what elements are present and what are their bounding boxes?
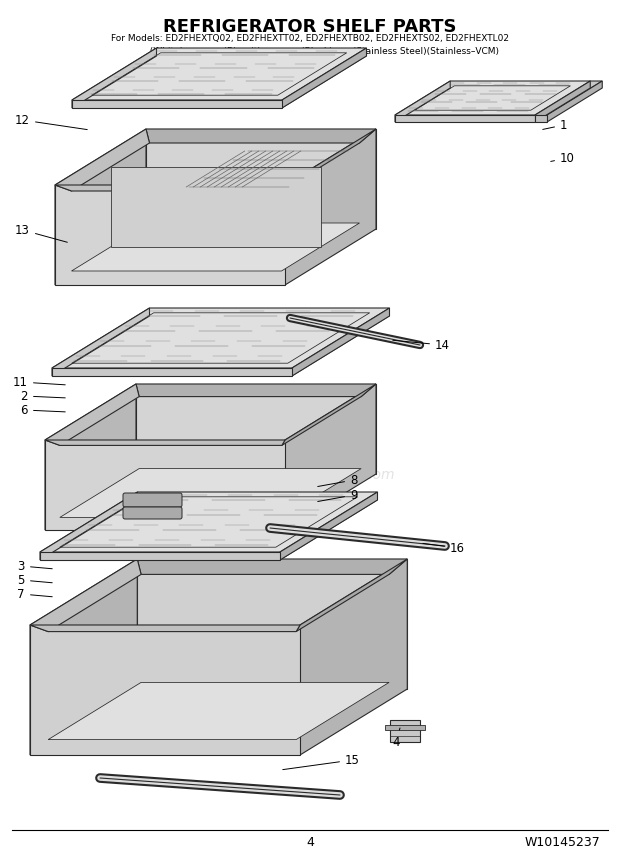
Polygon shape <box>282 384 376 445</box>
Polygon shape <box>292 308 389 376</box>
Polygon shape <box>45 440 285 445</box>
Polygon shape <box>45 384 136 530</box>
Text: For Models: ED2FHEXTQ02, ED2FHEXTT02, ED2FHEXTB02, ED2FHEXTS02, ED2FHEXTL02: For Models: ED2FHEXTQ02, ED2FHEXTT02, ED… <box>111 34 509 43</box>
Text: 4: 4 <box>392 728 400 748</box>
Polygon shape <box>136 384 376 474</box>
Polygon shape <box>280 492 378 560</box>
Polygon shape <box>52 308 149 376</box>
Polygon shape <box>146 129 376 143</box>
Polygon shape <box>45 384 139 445</box>
Polygon shape <box>48 682 389 740</box>
Polygon shape <box>395 88 590 122</box>
Text: 11: 11 <box>13 376 65 389</box>
Text: eReplacementParts.com: eReplacementParts.com <box>225 468 395 482</box>
FancyBboxPatch shape <box>123 507 182 519</box>
Polygon shape <box>40 552 280 560</box>
Text: 3: 3 <box>17 560 52 573</box>
Polygon shape <box>395 81 590 115</box>
Polygon shape <box>72 48 156 108</box>
Polygon shape <box>55 129 149 191</box>
Polygon shape <box>52 368 292 376</box>
Text: 9: 9 <box>317 489 358 502</box>
Polygon shape <box>71 223 360 271</box>
Polygon shape <box>60 468 361 517</box>
Text: 2: 2 <box>20 389 65 402</box>
Polygon shape <box>137 559 407 689</box>
Polygon shape <box>55 129 146 285</box>
Polygon shape <box>137 559 407 574</box>
Polygon shape <box>535 115 547 122</box>
Polygon shape <box>535 81 590 122</box>
Polygon shape <box>296 559 407 632</box>
Text: 5: 5 <box>17 574 52 586</box>
Text: W10145237: W10145237 <box>525 836 600 849</box>
Polygon shape <box>281 129 376 191</box>
Text: 13: 13 <box>15 223 68 242</box>
Polygon shape <box>535 81 602 115</box>
Polygon shape <box>45 440 285 530</box>
Polygon shape <box>30 625 300 755</box>
Polygon shape <box>30 559 141 632</box>
Text: 12: 12 <box>15 114 87 129</box>
FancyBboxPatch shape <box>123 493 182 507</box>
Text: 8: 8 <box>317 473 357 486</box>
Polygon shape <box>52 308 389 368</box>
Polygon shape <box>395 81 450 122</box>
Polygon shape <box>55 185 285 191</box>
Polygon shape <box>146 129 376 229</box>
Text: REFRIGERATOR SHELF PARTS: REFRIGERATOR SHELF PARTS <box>163 18 457 36</box>
Polygon shape <box>390 720 420 742</box>
Text: 10: 10 <box>551 152 575 164</box>
Text: 16: 16 <box>423 542 465 555</box>
Polygon shape <box>300 559 407 755</box>
Polygon shape <box>72 48 366 100</box>
Polygon shape <box>72 100 282 108</box>
Polygon shape <box>30 625 300 632</box>
Polygon shape <box>52 316 389 376</box>
Text: 15: 15 <box>283 753 360 770</box>
Polygon shape <box>110 167 321 247</box>
Polygon shape <box>547 81 602 122</box>
Text: 1: 1 <box>542 118 567 132</box>
Text: 4: 4 <box>306 836 314 849</box>
Polygon shape <box>285 384 376 530</box>
Text: (White)              (Biscuit)              (Black)       (Stainless Steel)(Stai: (White) (Biscuit) (Black) (Stainless Ste… <box>121 47 499 56</box>
Text: 6: 6 <box>20 403 65 417</box>
Polygon shape <box>40 492 378 552</box>
Text: 7: 7 <box>17 587 52 601</box>
Text: 14: 14 <box>392 338 450 352</box>
Polygon shape <box>285 129 376 285</box>
Polygon shape <box>282 48 366 108</box>
Polygon shape <box>385 725 425 730</box>
Polygon shape <box>40 492 138 560</box>
Polygon shape <box>395 115 535 122</box>
Polygon shape <box>136 384 376 396</box>
Polygon shape <box>30 559 137 755</box>
Polygon shape <box>40 500 378 560</box>
Polygon shape <box>72 56 366 108</box>
Polygon shape <box>55 185 285 285</box>
